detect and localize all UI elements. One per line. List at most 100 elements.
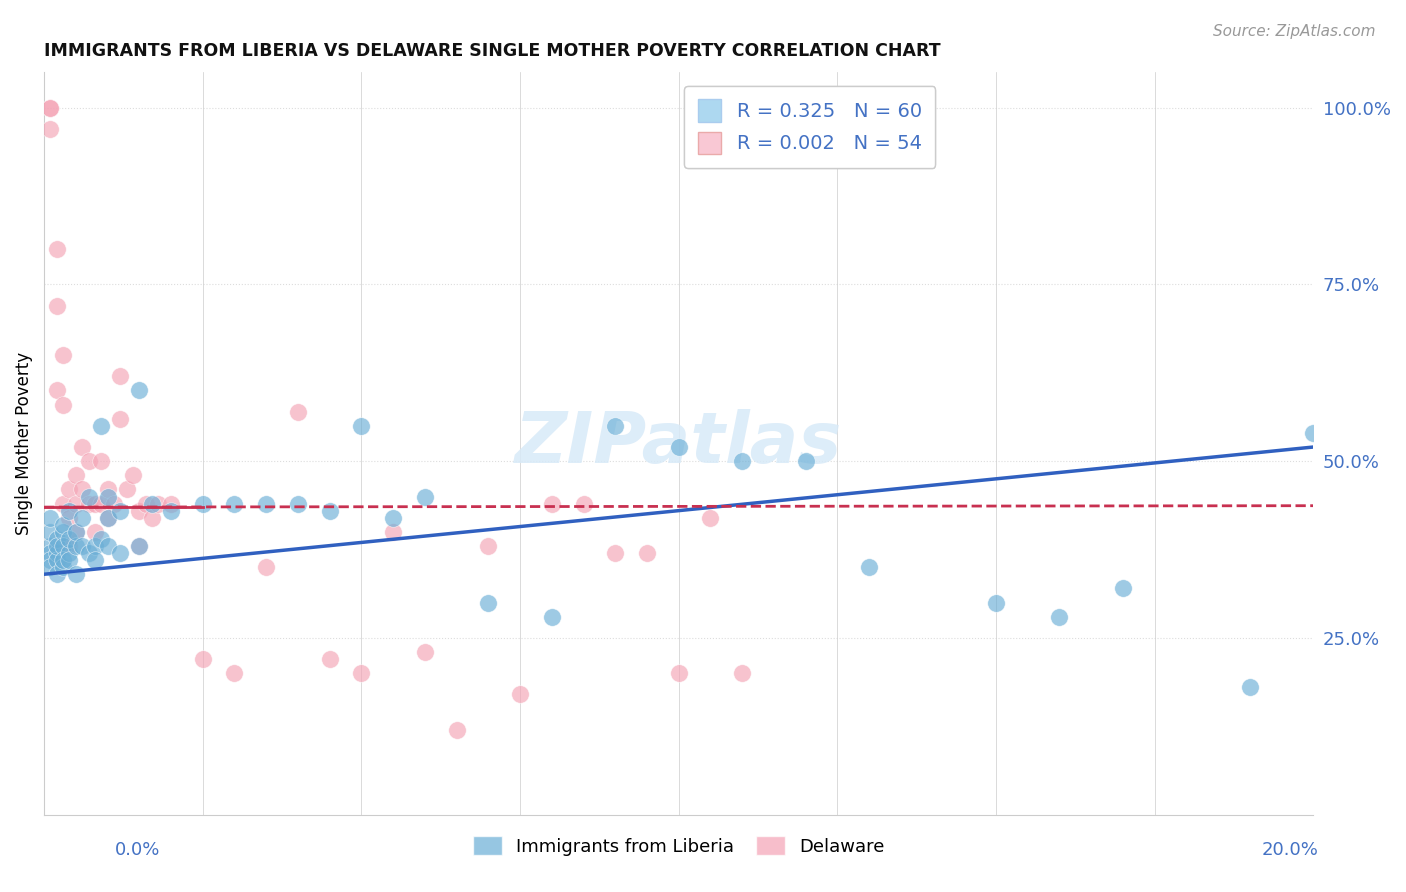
Point	[65, 524, 87, 539]
Point	[39, 560, 62, 574]
Point	[413, 490, 436, 504]
Point	[83, 553, 105, 567]
Point	[224, 497, 246, 511]
Point	[39, 101, 62, 115]
Point	[58, 510, 80, 524]
Point	[97, 510, 120, 524]
Point	[58, 553, 80, 567]
Point	[794, 454, 817, 468]
Point	[1049, 609, 1071, 624]
Point	[254, 560, 277, 574]
Point	[45, 299, 67, 313]
Point	[90, 497, 112, 511]
Point	[52, 560, 75, 574]
Point	[103, 497, 125, 511]
Point	[97, 539, 120, 553]
Point	[191, 652, 214, 666]
Point	[52, 553, 75, 567]
Point	[160, 503, 183, 517]
Point	[110, 411, 132, 425]
Point	[287, 405, 309, 419]
Point	[318, 503, 340, 517]
Point	[58, 546, 80, 560]
Text: IMMIGRANTS FROM LIBERIA VS DELAWARE SINGLE MOTHER POVERTY CORRELATION CHART: IMMIGRANTS FROM LIBERIA VS DELAWARE SING…	[44, 42, 941, 60]
Point	[128, 384, 150, 398]
Point	[58, 539, 80, 553]
Point	[110, 369, 132, 384]
Point	[70, 440, 93, 454]
Point	[97, 490, 120, 504]
Legend: R = 0.325   N = 60, R = 0.002   N = 54: R = 0.325 N = 60, R = 0.002 N = 54	[685, 86, 935, 168]
Point	[135, 497, 157, 511]
Point	[382, 524, 405, 539]
Point	[39, 546, 62, 560]
Point	[110, 546, 132, 560]
Point	[509, 687, 531, 701]
Point	[191, 497, 214, 511]
Point	[540, 609, 562, 624]
Point	[77, 497, 100, 511]
Point	[699, 510, 721, 524]
Point	[65, 524, 87, 539]
Point	[128, 503, 150, 517]
Text: 0.0%: 0.0%	[115, 840, 160, 858]
Point	[45, 539, 67, 553]
Point	[45, 384, 67, 398]
Point	[52, 517, 75, 532]
Point	[65, 468, 87, 483]
Point	[1239, 681, 1261, 695]
Point	[446, 723, 468, 737]
Point	[39, 101, 62, 115]
Point	[39, 539, 62, 553]
Point	[224, 666, 246, 681]
Point	[477, 539, 499, 553]
Text: ZIPatlas: ZIPatlas	[515, 409, 842, 478]
Point	[90, 454, 112, 468]
Point	[65, 497, 87, 511]
Point	[858, 560, 880, 574]
Point	[115, 483, 138, 497]
Point	[668, 666, 690, 681]
Point	[477, 595, 499, 609]
Point	[70, 539, 93, 553]
Point	[77, 490, 100, 504]
Point	[83, 524, 105, 539]
Point	[52, 348, 75, 362]
Point	[52, 497, 75, 511]
Point	[731, 454, 754, 468]
Point	[97, 510, 120, 524]
Point	[58, 532, 80, 546]
Point	[413, 645, 436, 659]
Point	[45, 546, 67, 560]
Point	[83, 539, 105, 553]
Point	[65, 567, 87, 582]
Point	[39, 553, 62, 567]
Point	[52, 539, 75, 553]
Point	[128, 539, 150, 553]
Point	[1112, 582, 1135, 596]
Text: Source: ZipAtlas.com: Source: ZipAtlas.com	[1212, 24, 1375, 39]
Point	[83, 497, 105, 511]
Point	[45, 553, 67, 567]
Point	[65, 539, 87, 553]
Point	[77, 546, 100, 560]
Point	[90, 418, 112, 433]
Point	[52, 398, 75, 412]
Point	[540, 497, 562, 511]
Point	[122, 468, 145, 483]
Point	[45, 242, 67, 256]
Point	[148, 497, 170, 511]
Point	[572, 497, 595, 511]
Point	[70, 510, 93, 524]
Point	[45, 567, 67, 582]
Point	[39, 524, 62, 539]
Text: 20.0%: 20.0%	[1263, 840, 1319, 858]
Point	[58, 503, 80, 517]
Point	[141, 510, 163, 524]
Y-axis label: Single Mother Poverty: Single Mother Poverty	[15, 352, 32, 535]
Point	[287, 497, 309, 511]
Point	[350, 418, 373, 433]
Point	[254, 497, 277, 511]
Point	[984, 595, 1007, 609]
Point	[160, 497, 183, 511]
